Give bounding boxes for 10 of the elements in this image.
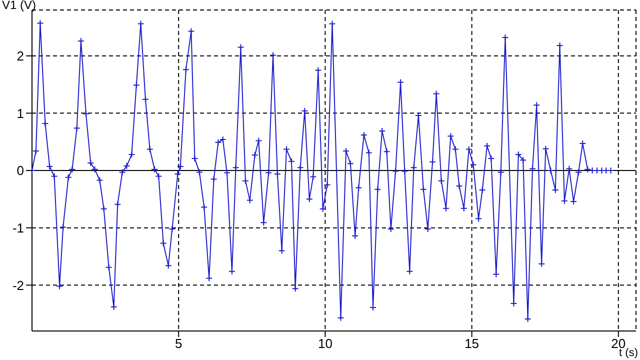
x-axis-title: t (s)	[619, 347, 638, 359]
x-tick-label: 5	[174, 336, 182, 352]
x-tick-label: 15	[464, 336, 480, 352]
y-axis-title: V1 (V)	[2, 0, 36, 12]
y-tick-label: -1	[12, 220, 24, 236]
x-tick-label: 10	[318, 336, 332, 352]
y-tick-label: 1	[16, 106, 24, 121]
y-tick-label: 0	[16, 163, 24, 178]
y-tick-label: -2	[12, 278, 24, 293]
y-tick-label: 2	[16, 48, 24, 64]
